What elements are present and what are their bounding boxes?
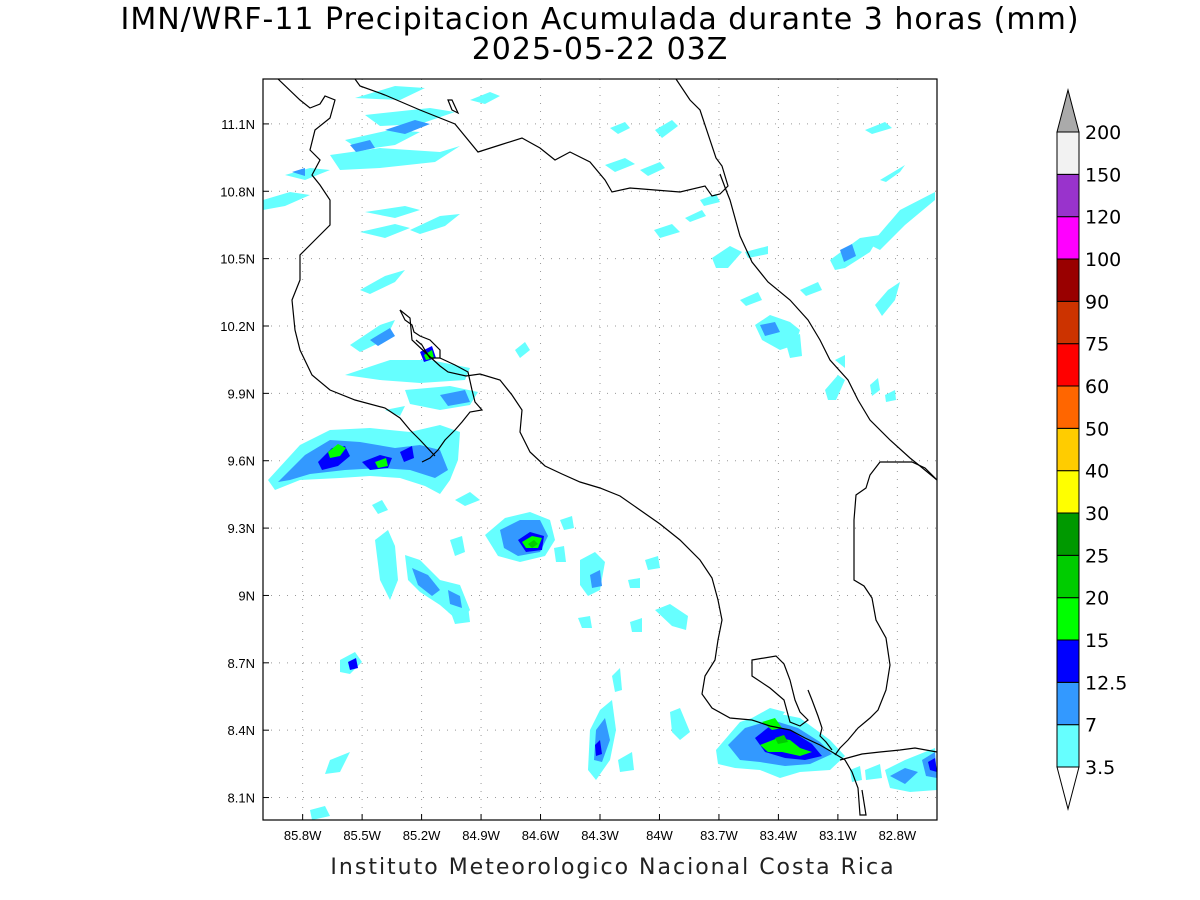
lat-tick-label: 9.3N (228, 521, 255, 536)
colorbar-level-label: 120 (1085, 207, 1121, 229)
colorbar-level-label: 150 (1085, 164, 1121, 186)
lon-tick-label: 82.8W (879, 828, 917, 843)
colorbar-swatch (1056, 258, 1080, 302)
lat-tick-label: 9.9N (228, 386, 255, 401)
colorbar-level-label: 75 (1085, 334, 1109, 356)
colorbar-swatch (1056, 216, 1080, 260)
precipitation-field (263, 86, 937, 820)
colorbar-level-label: 7 (1085, 715, 1097, 737)
lat-tick-label: 11.1N (221, 117, 255, 132)
lat-tick-label: 8.1N (228, 791, 255, 806)
colorbar-level-label: 200 (1085, 122, 1121, 144)
colorbar-over-arrow (1056, 88, 1080, 133)
lon-tick-label: 84.6W (522, 828, 560, 843)
colorbar-level-label: 3.5 (1085, 757, 1115, 779)
colorbar-swatch (1056, 131, 1080, 175)
colorbar-swatch (1056, 470, 1080, 514)
precip-20-25mm (528, 540, 788, 744)
colorbar-swatch (1056, 512, 1080, 556)
lon-tick-label: 85.2W (403, 828, 441, 843)
colorbar-level-label: 20 (1085, 588, 1109, 610)
lat-tick-label: 10.2N (220, 319, 255, 334)
map-title: IMN/WRF-11 Precipitacion Acumulada duran… (120, 2, 1080, 37)
lat-tick-label: 8.7N (228, 656, 255, 671)
lat-tick-label: 10.5N (220, 252, 255, 267)
lat-tick-label: 9.6N (228, 454, 255, 469)
colorbar: 3.5 7 12.5 15 20 25 30 40 50 60 75 90 100 120 150 200 (1056, 88, 1127, 811)
colorbar-under-arrow (1056, 766, 1080, 811)
axis-ticks: 85.8W 85.5W 85.2W 84.9W 84.6W 84.3W 84W 83.7W 83… (220, 117, 917, 843)
coastline-and-borders (277, 79, 937, 816)
precip-7-12.5mm (278, 120, 937, 784)
lon-tick-label: 84.3W (581, 828, 619, 843)
colorbar-swatch (1056, 639, 1080, 683)
lon-tick-label: 84.9W (462, 828, 500, 843)
lon-tick-label: 83.7W (700, 828, 738, 843)
colorbar-swatch (1056, 427, 1080, 472)
colorbar-swatch (1056, 681, 1080, 726)
colorbar-level-label: 25 (1085, 545, 1109, 567)
lat-tick-label: 9N (238, 588, 255, 603)
colorbar-level-label: 12.5 (1085, 672, 1127, 694)
colorbar-level-label: 50 (1085, 418, 1109, 440)
footer-credit: Instituto Meteorologico Nacional Costa R… (330, 855, 896, 880)
map-datetime: 2025-05-22 03Z (471, 32, 729, 67)
colorbar-swatch (1056, 385, 1080, 429)
colorbar-swatch (1056, 554, 1080, 599)
lon-tick-label: 83.4W (760, 828, 798, 843)
lon-tick-label: 85.8W (284, 828, 322, 843)
lat-tick-label: 8.4N (228, 723, 255, 738)
lon-tick-label: 85.5W (343, 828, 381, 843)
colorbar-level-label: 100 (1085, 249, 1121, 271)
colorbar-swatch (1056, 173, 1080, 218)
colorbar-level-label: 60 (1085, 376, 1109, 398)
lon-tick-label: 84W (646, 828, 673, 843)
colorbar-swatch (1056, 724, 1080, 768)
colorbar-swatch (1056, 343, 1080, 387)
colorbar-level-label: 15 (1085, 630, 1109, 652)
colorbar-swatch (1056, 300, 1080, 345)
colorbar-level-label: 90 (1085, 291, 1109, 313)
lon-tick-label: 83.1W (819, 828, 857, 843)
colorbar-level-label: 30 (1085, 503, 1109, 525)
lat-tick-label: 10.8N (220, 184, 255, 199)
colorbar-swatch (1056, 597, 1080, 641)
colorbar-level-label: 40 (1085, 461, 1109, 483)
